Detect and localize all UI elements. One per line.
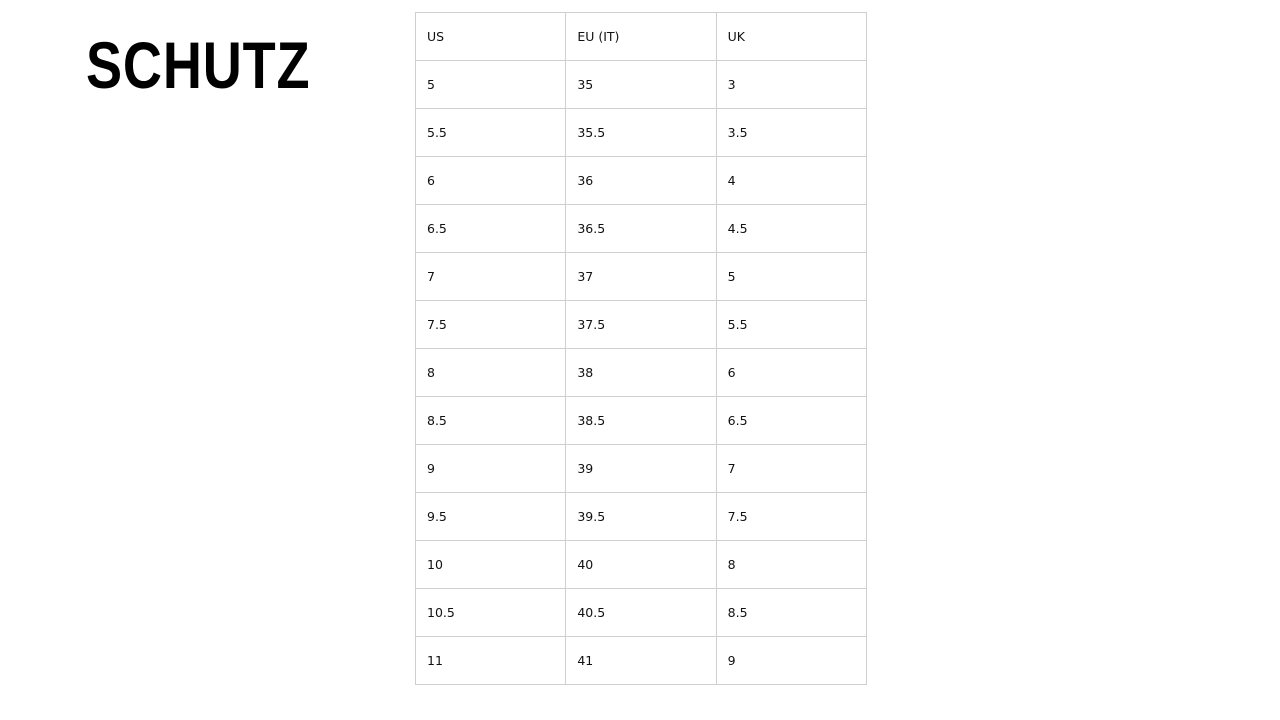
cell-uk: 4.5	[715, 204, 868, 253]
table-row: 11 41 9	[414, 636, 868, 685]
cell-us: 10	[414, 540, 567, 589]
header-eu: EU (IT)	[565, 12, 717, 61]
cell-us: 7.5	[414, 300, 567, 349]
cell-eu: 37.5	[565, 300, 717, 349]
cell-us: 10.5	[414, 588, 567, 637]
cell-us: 11	[414, 636, 567, 685]
table-row: 6.5 36.5 4.5	[414, 204, 868, 253]
cell-uk: 6	[715, 348, 868, 397]
cell-us: 5.5	[414, 108, 567, 157]
table-row: 10.5 40.5 8.5	[414, 588, 868, 637]
schutz-logo: SCHUTZ	[86, 28, 311, 102]
cell-us: 8	[414, 348, 567, 397]
cell-eu: 40	[565, 540, 717, 589]
cell-uk: 9	[715, 636, 868, 685]
cell-uk: 7.5	[715, 492, 868, 541]
cell-eu: 41	[565, 636, 717, 685]
cell-eu: 35	[565, 60, 717, 109]
cell-uk: 3.5	[715, 108, 868, 157]
cell-uk: 4	[715, 156, 868, 205]
table-row: 9.5 39.5 7.5	[414, 492, 868, 541]
table-row: 7 37 5	[414, 252, 868, 301]
cell-us: 7	[414, 252, 567, 301]
cell-uk: 8.5	[715, 588, 868, 637]
cell-uk: 5	[715, 252, 868, 301]
cell-uk: 5.5	[715, 300, 868, 349]
cell-us: 9	[414, 444, 567, 493]
header-us: US	[414, 12, 567, 61]
cell-uk: 3	[715, 60, 868, 109]
table-row: 5 35 3	[414, 60, 868, 109]
cell-us: 5	[414, 60, 567, 109]
cell-us: 6	[414, 156, 567, 205]
cell-uk: 6.5	[715, 396, 868, 445]
cell-eu: 36	[565, 156, 717, 205]
table-row: 10 40 8	[414, 540, 868, 589]
cell-eu: 40.5	[565, 588, 717, 637]
cell-eu: 37	[565, 252, 717, 301]
cell-us: 8.5	[414, 396, 567, 445]
cell-uk: 8	[715, 540, 868, 589]
cell-eu: 36.5	[565, 204, 717, 253]
table-row: 5.5 35.5 3.5	[414, 108, 868, 157]
table-row: 9 39 7	[414, 444, 868, 493]
table-row: 8.5 38.5 6.5	[414, 396, 868, 445]
header-uk: UK	[715, 12, 868, 61]
table-header-row: US EU (IT) UK	[414, 12, 868, 61]
cell-eu: 39	[565, 444, 717, 493]
cell-us: 6.5	[414, 204, 567, 253]
cell-eu: 38.5	[565, 396, 717, 445]
cell-eu: 38	[565, 348, 717, 397]
size-chart-table: US EU (IT) UK 5 35 3 5.5 35.5 3.5 6 36 4 6.5 36.5 4…	[414, 12, 868, 685]
table-row: 7.5 37.5 5.5	[414, 300, 868, 349]
table-row: 8 38 6	[414, 348, 868, 397]
cell-us: 9.5	[414, 492, 567, 541]
cell-eu: 39.5	[565, 492, 717, 541]
cell-eu: 35.5	[565, 108, 717, 157]
table-row: 6 36 4	[414, 156, 868, 205]
cell-uk: 7	[715, 444, 868, 493]
